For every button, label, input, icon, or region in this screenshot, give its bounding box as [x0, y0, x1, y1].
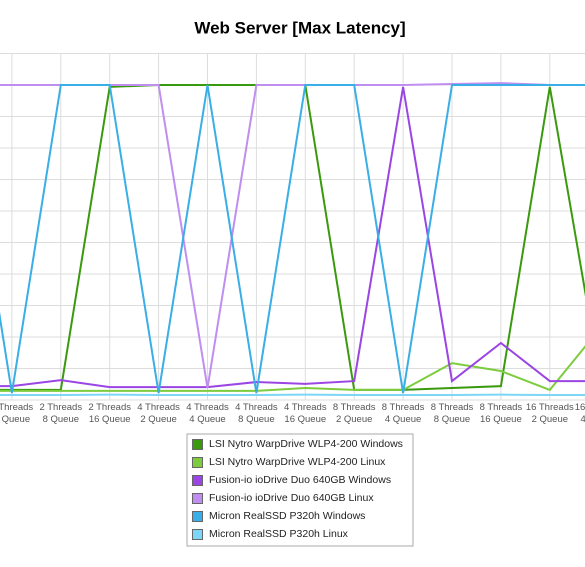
x-tick-label: 2 Threads 8 Queue: [39, 402, 83, 425]
legend-swatch: [192, 493, 203, 504]
legend-swatch: [192, 439, 203, 450]
x-tick-label: 16 Threads 2 Queue: [525, 402, 574, 425]
legend-label: Fusion-io ioDrive Duo 640GB Linux: [209, 492, 374, 504]
x-tick-label: 4 Threads 4 Queue: [186, 402, 229, 425]
legend-swatch: [192, 457, 203, 468]
x-tick-label: 8 Threads 16 Queue: [479, 402, 523, 425]
legend-swatch: [192, 529, 203, 540]
x-tick-label: 8 Threads 8 Queue: [430, 402, 474, 425]
legend-box: [186, 433, 414, 547]
x-tick-label: 8 Threads 2 Queue: [332, 402, 376, 425]
line: [0, 86, 585, 389]
x-tick-label: 16 Threads 4 Queue: [574, 402, 585, 425]
legend-swatch: [192, 511, 203, 522]
x-tick-label: 2 Threads 4 Queue: [0, 402, 34, 425]
line: [0, 84, 585, 394]
legend-label: LSI Nytro WarpDrive WLP4-200 Linux: [209, 456, 386, 468]
legend-label: Micron RealSSD P320h Windows: [209, 510, 366, 522]
chart-title: Web Server [Max Latency]: [194, 18, 405, 37]
x-tick-label: 2 Threads 16 Queue: [88, 402, 131, 425]
legend-label: Fusion-io ioDrive Duo 640GB Windows: [209, 474, 392, 486]
line: [0, 345, 585, 392]
legend-swatch: [192, 475, 203, 486]
x-tick-label: 4 Threads 16 Queue: [283, 402, 327, 425]
line: [0, 82, 585, 389]
x-tick-label: 8 Threads 4 Queue: [381, 402, 425, 425]
legend-label: Micron RealSSD P320h Linux: [209, 528, 348, 540]
x-tick-label: 4 Threads 2 Queue: [137, 402, 180, 425]
legend-label: LSI Nytro WarpDrive WLP4-200 Windows: [209, 438, 403, 450]
x-tick-label: 4 Threads 8 Queue: [235, 402, 278, 425]
line: [0, 84, 585, 391]
